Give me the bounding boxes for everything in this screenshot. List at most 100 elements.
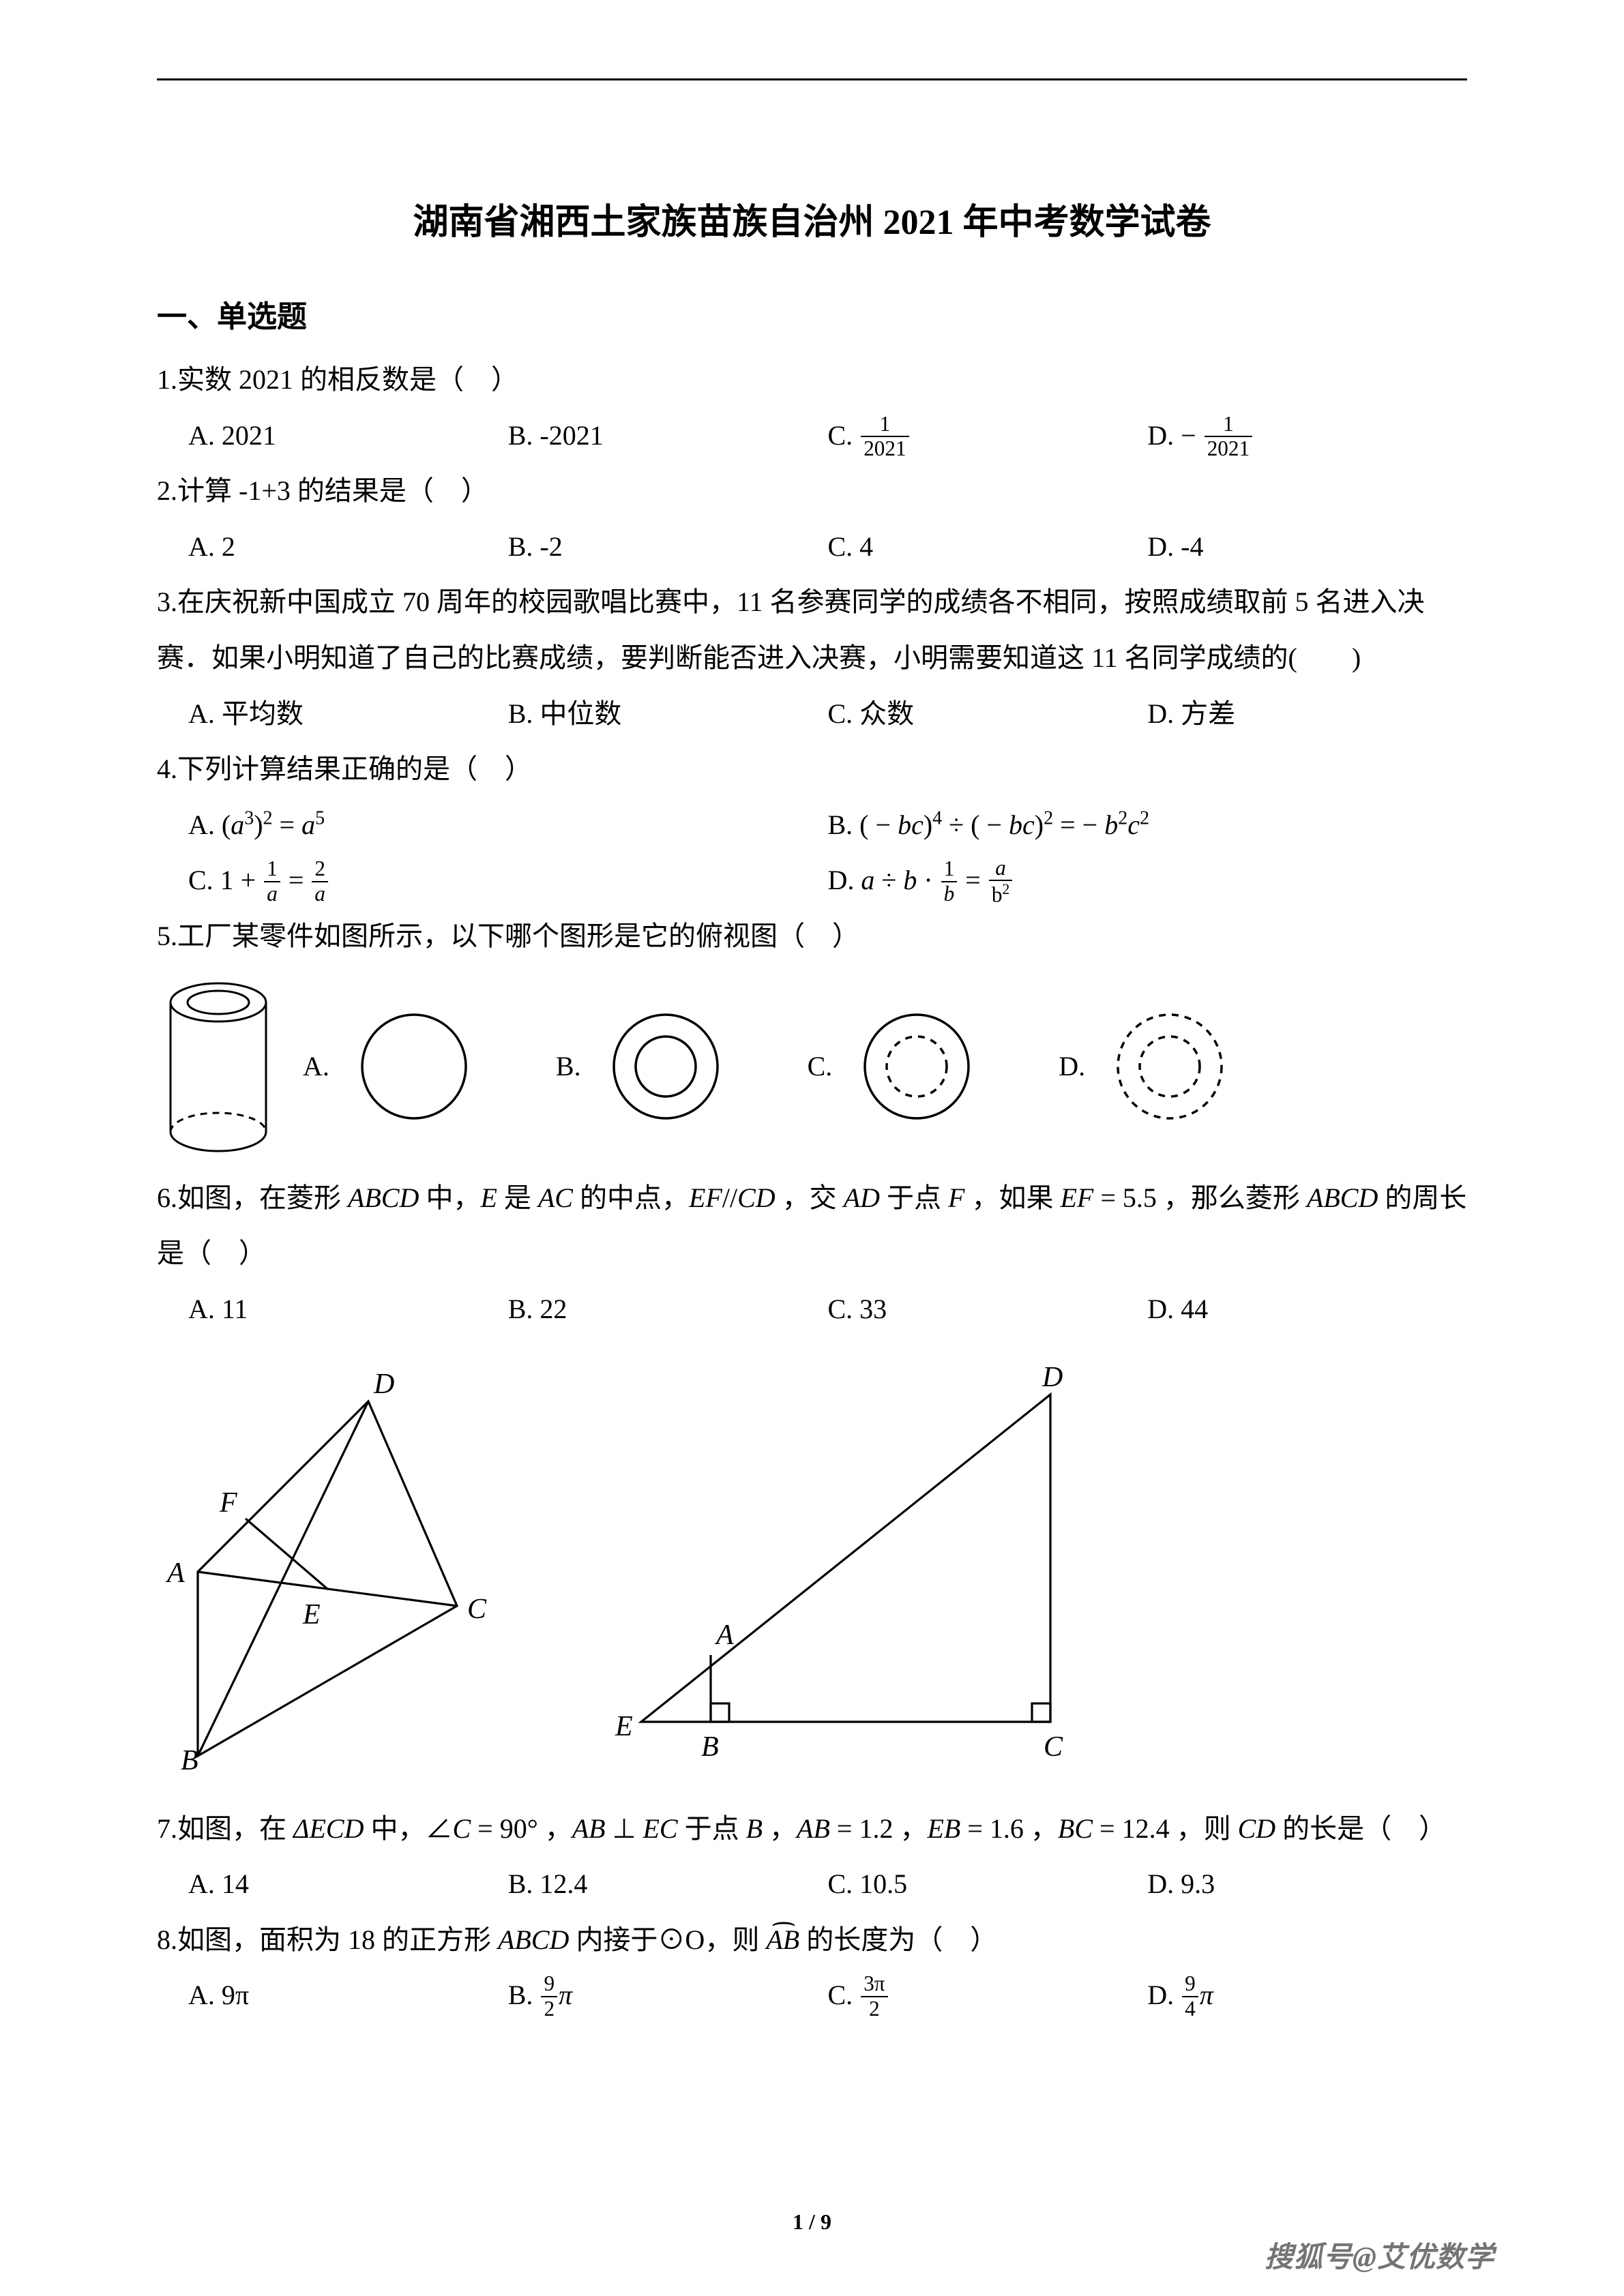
q4-B: B. ( − bc)4 ÷ ( − bc)2 = − b2c2: [828, 797, 1468, 853]
q6-D: D. 44: [1147, 1281, 1467, 1337]
frac: 92: [541, 1972, 557, 2021]
q3-options: A. 平均数 B. 中位数 C. 众数 D. 方差: [157, 686, 1467, 742]
n: a: [989, 856, 1013, 881]
q4-stem: 4.下列计算结果正确的是（ ）: [157, 741, 1467, 797]
q1-options: A. 2021 B. -2021 C. 12021 D. − 12021: [157, 408, 1467, 464]
right-triangle-fig: A B C D E: [600, 1354, 1105, 1776]
p: B.: [508, 1980, 540, 2010]
q1-C: C. 12021: [828, 408, 1148, 464]
lbl-D: D: [1042, 1362, 1063, 1393]
frac: 12021: [861, 413, 909, 461]
q5-D-fig: [1108, 1005, 1231, 1128]
q6-A: A. 11: [188, 1281, 508, 1337]
suf: π: [559, 1980, 572, 2010]
q1-A: A. 2021: [188, 408, 508, 464]
q1-C-prefix: C.: [828, 420, 860, 451]
q5-D-label: D.: [1059, 1050, 1085, 1082]
document-page: 湖南省湘西土家族苗族自治州 2021 年中考数学试卷 一、单选题 1.实数 20…: [0, 0, 1624, 2296]
p: C. 1 +: [188, 865, 263, 895]
q5-stem: 5.工厂某零件如图所示，以下哪个图形是它的俯视图（ ）: [157, 908, 1467, 964]
q8-options: A. 9π B. 92π C. 3π2 D. 94π: [157, 1967, 1467, 2023]
d: a: [312, 882, 328, 906]
suf: π: [1200, 1980, 1213, 2010]
q1-D-prefix: D. −: [1147, 420, 1202, 451]
d: 4: [1182, 1997, 1198, 2021]
section-header: 一、单选题: [157, 292, 1467, 336]
d: 2: [861, 1997, 887, 2021]
q8-D: D. 94π: [1147, 1967, 1467, 2023]
q5-C-fig: [855, 1005, 978, 1128]
q7-A: A. 14: [188, 1856, 508, 1912]
q2-D: D. -4: [1147, 519, 1467, 575]
q1-B: B. -2021: [508, 408, 828, 464]
q1-stem: 1.实数 2021 的相反数是（ ）: [157, 352, 1467, 408]
num: 1: [1205, 413, 1252, 437]
frac: 2a: [312, 857, 328, 906]
q8-B: B. 92π: [508, 1967, 828, 2023]
q5-figures: A. B. C. D.: [157, 978, 1467, 1155]
q6-stem: 6.如图，在菱形 ABCD 中，E 是 AC 的中点，EF//CD ，交 AD …: [157, 1170, 1467, 1281]
q5-A-fig: [353, 1005, 475, 1128]
q7-stem: 7.如图，在 ΔECD 中，∠C = 90° ，AB ⊥ EC 于点 B ，AB…: [157, 1801, 1467, 1857]
frac: 3π2: [861, 1972, 887, 2021]
q2-C: C. 4: [828, 519, 1148, 575]
top-rule: [157, 78, 1467, 80]
q2-options: A. 2 B. -2 C. 4 D. -4: [157, 519, 1467, 575]
cylinder-icon: [157, 978, 280, 1155]
n: 9: [541, 1972, 557, 1997]
q6-q7-figures: A B C D E F A B C D E: [157, 1354, 1467, 1776]
d: a: [264, 882, 280, 906]
q4-D: D. a ÷ b · 1b = ab2: [828, 852, 1468, 908]
lbl-F: F: [219, 1487, 237, 1519]
q7-options: A. 14 B. 12.4 C. 10.5 D. 9.3: [157, 1856, 1467, 1912]
exam-title: 湖南省湘西土家族苗族自治州 2021 年中考数学试卷: [157, 193, 1467, 244]
p: D. a ÷ b ·: [828, 865, 940, 895]
q2-B: B. -2: [508, 519, 828, 575]
frac: 12021: [1205, 413, 1252, 461]
n: 9: [1182, 1972, 1198, 1997]
q4-C: C. 1 + 1a = 2a: [188, 852, 828, 908]
watermark: 搜狐号@艾优数学: [1265, 2234, 1494, 2276]
den: 2021: [1205, 437, 1252, 460]
d: b: [941, 882, 958, 906]
eq: =: [958, 865, 988, 895]
q6-C: C. 33: [828, 1281, 1148, 1337]
lbl-E: E: [615, 1711, 633, 1742]
q5-C-label: C.: [808, 1050, 833, 1082]
q3-A: A. 平均数: [188, 686, 508, 742]
q2-stem: 2.计算 -1+3 的结果是（ ）: [157, 463, 1467, 519]
lbl-A: A: [714, 1620, 734, 1651]
q2-A: A. 2: [188, 519, 508, 575]
p: D.: [1147, 1980, 1181, 2010]
q3-stem: 3.在庆祝新中国成立 70 周年的校园歌唱比赛中，11 名参赛同学的成绩各不相同…: [157, 574, 1467, 685]
lbl-A: A: [165, 1557, 185, 1589]
frac: 94: [1182, 1972, 1198, 2021]
frac: 1b: [941, 857, 958, 906]
q3-C: C. 众数: [828, 686, 1148, 742]
q1-D: D. − 12021: [1147, 408, 1467, 464]
eq: =: [282, 865, 311, 895]
n: 3π: [861, 1972, 887, 1997]
num: 1: [861, 413, 909, 437]
d: 2: [541, 1997, 557, 2021]
q3-D: D. 方差: [1147, 686, 1467, 742]
q4-row2: C. 1 + 1a = 2a D. a ÷ b · 1b = ab2: [157, 852, 1467, 908]
q8-C: C. 3π2: [828, 1967, 1148, 2023]
q7-D: D. 9.3: [1147, 1856, 1467, 1912]
q3-B: B. 中位数: [508, 686, 828, 742]
lbl-C: C: [1044, 1731, 1063, 1763]
lbl-B: B: [701, 1731, 719, 1763]
n: 1: [264, 857, 280, 882]
t: A. 9π: [188, 1980, 249, 2010]
q5-B-fig: [604, 1005, 727, 1128]
frac: 1a: [264, 857, 280, 906]
d: b2: [989, 881, 1013, 907]
page-number: 1 / 9: [0, 2209, 1624, 2235]
q8-A: A. 9π: [188, 1967, 508, 2023]
frac: ab2: [989, 856, 1013, 907]
q4-A: A. (a3)2 = a5: [188, 797, 828, 853]
rhombus-fig: A B C D E F: [157, 1354, 512, 1776]
lbl-C: C: [467, 1594, 487, 1625]
p: C.: [828, 1980, 860, 2010]
den: 2021: [861, 437, 909, 460]
